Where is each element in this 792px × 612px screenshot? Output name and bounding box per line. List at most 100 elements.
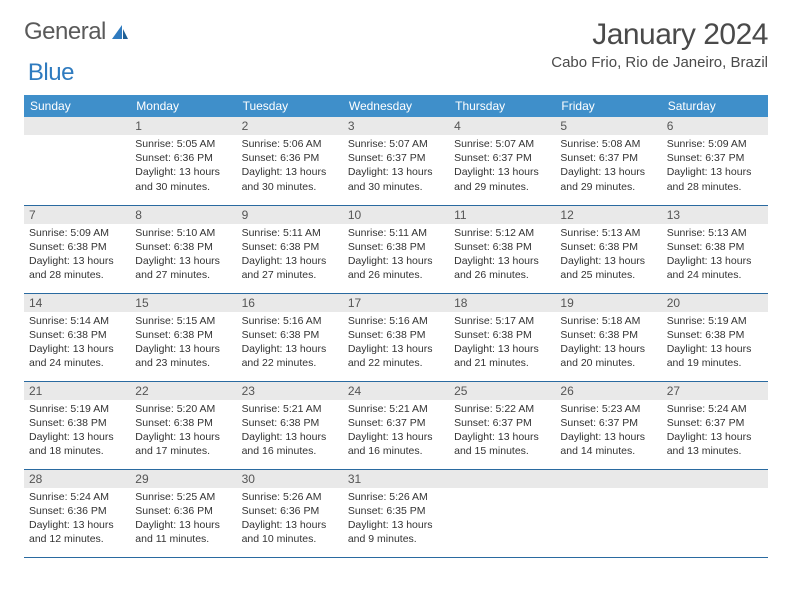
brand-part2: Blue [28, 59, 74, 87]
sunrise-text: Sunrise: 5:11 AM [348, 226, 444, 240]
day-data: Sunrise: 5:20 AMSunset: 6:38 PMDaylight:… [130, 400, 236, 463]
month-title: January 2024 [551, 18, 768, 52]
calendar-table: SundayMondayTuesdayWednesdayThursdayFrid… [24, 95, 768, 558]
sunset-text: Sunset: 6:37 PM [454, 416, 550, 430]
calendar-day-cell: 18Sunrise: 5:17 AMSunset: 6:38 PMDayligh… [449, 293, 555, 381]
daylight-text: Daylight: 13 hours and 9 minutes. [348, 518, 444, 546]
day-data: Sunrise: 5:24 AMSunset: 6:36 PMDaylight:… [24, 488, 130, 551]
day-data: Sunrise: 5:26 AMSunset: 6:35 PMDaylight:… [343, 488, 449, 551]
day-number-empty [449, 470, 555, 488]
sunrise-text: Sunrise: 5:26 AM [242, 490, 338, 504]
calendar-day-cell: 4Sunrise: 5:07 AMSunset: 6:37 PMDaylight… [449, 117, 555, 205]
day-number: 18 [449, 294, 555, 312]
daylight-text: Daylight: 13 hours and 15 minutes. [454, 430, 550, 458]
daylight-text: Daylight: 13 hours and 29 minutes. [454, 165, 550, 193]
day-data: Sunrise: 5:15 AMSunset: 6:38 PMDaylight:… [130, 312, 236, 375]
sunset-text: Sunset: 6:38 PM [242, 416, 338, 430]
sunrise-text: Sunrise: 5:09 AM [667, 137, 763, 151]
brand-logo: General [24, 18, 130, 46]
day-number: 23 [237, 382, 343, 400]
calendar-day-cell [662, 469, 768, 557]
daylight-text: Daylight: 13 hours and 29 minutes. [560, 165, 656, 193]
day-number: 28 [24, 470, 130, 488]
sunset-text: Sunset: 6:36 PM [29, 504, 125, 518]
sunset-text: Sunset: 6:36 PM [242, 504, 338, 518]
day-data: Sunrise: 5:13 AMSunset: 6:38 PMDaylight:… [555, 224, 661, 287]
day-number: 24 [343, 382, 449, 400]
day-data: Sunrise: 5:09 AMSunset: 6:37 PMDaylight:… [662, 135, 768, 198]
calendar-week-row: 21Sunrise: 5:19 AMSunset: 6:38 PMDayligh… [24, 381, 768, 469]
sunset-text: Sunset: 6:38 PM [135, 240, 231, 254]
day-number: 26 [555, 382, 661, 400]
day-number: 13 [662, 206, 768, 224]
day-number: 27 [662, 382, 768, 400]
weekday-header: Thursday [449, 95, 555, 117]
daylight-text: Daylight: 13 hours and 11 minutes. [135, 518, 231, 546]
calendar-day-cell: 16Sunrise: 5:16 AMSunset: 6:38 PMDayligh… [237, 293, 343, 381]
logo-sail-icon [110, 23, 130, 41]
sunset-text: Sunset: 6:38 PM [29, 416, 125, 430]
day-number: 15 [130, 294, 236, 312]
sunrise-text: Sunrise: 5:12 AM [454, 226, 550, 240]
day-number: 5 [555, 117, 661, 135]
calendar-day-cell: 7Sunrise: 5:09 AMSunset: 6:38 PMDaylight… [24, 205, 130, 293]
day-data: Sunrise: 5:12 AMSunset: 6:38 PMDaylight:… [449, 224, 555, 287]
day-number: 12 [555, 206, 661, 224]
sunset-text: Sunset: 6:37 PM [667, 416, 763, 430]
sunset-text: Sunset: 6:38 PM [454, 240, 550, 254]
day-number: 20 [662, 294, 768, 312]
day-number: 9 [237, 206, 343, 224]
calendar-day-cell: 22Sunrise: 5:20 AMSunset: 6:38 PMDayligh… [130, 381, 236, 469]
daylight-text: Daylight: 13 hours and 26 minutes. [348, 254, 444, 282]
sunrise-text: Sunrise: 5:13 AM [560, 226, 656, 240]
calendar-day-cell [555, 469, 661, 557]
sunset-text: Sunset: 6:37 PM [348, 416, 444, 430]
day-number: 21 [24, 382, 130, 400]
weekday-header: Wednesday [343, 95, 449, 117]
calendar-day-cell: 25Sunrise: 5:22 AMSunset: 6:37 PMDayligh… [449, 381, 555, 469]
day-number: 19 [555, 294, 661, 312]
sunrise-text: Sunrise: 5:07 AM [348, 137, 444, 151]
day-data: Sunrise: 5:06 AMSunset: 6:36 PMDaylight:… [237, 135, 343, 198]
sunrise-text: Sunrise: 5:26 AM [348, 490, 444, 504]
day-data: Sunrise: 5:22 AMSunset: 6:37 PMDaylight:… [449, 400, 555, 463]
sunrise-text: Sunrise: 5:25 AM [135, 490, 231, 504]
day-number: 16 [237, 294, 343, 312]
sunrise-text: Sunrise: 5:07 AM [454, 137, 550, 151]
location-text: Cabo Frio, Rio de Janeiro, Brazil [551, 54, 768, 71]
daylight-text: Daylight: 13 hours and 16 minutes. [348, 430, 444, 458]
daylight-text: Daylight: 13 hours and 14 minutes. [560, 430, 656, 458]
sunset-text: Sunset: 6:38 PM [135, 416, 231, 430]
calendar-week-row: 14Sunrise: 5:14 AMSunset: 6:38 PMDayligh… [24, 293, 768, 381]
calendar-day-cell: 29Sunrise: 5:25 AMSunset: 6:36 PMDayligh… [130, 469, 236, 557]
daylight-text: Daylight: 13 hours and 26 minutes. [454, 254, 550, 282]
calendar-header-row: SundayMondayTuesdayWednesdayThursdayFrid… [24, 95, 768, 117]
day-data: Sunrise: 5:07 AMSunset: 6:37 PMDaylight:… [449, 135, 555, 198]
brand-part1: General [24, 18, 106, 46]
day-number: 6 [662, 117, 768, 135]
day-number: 17 [343, 294, 449, 312]
daylight-text: Daylight: 13 hours and 24 minutes. [667, 254, 763, 282]
sunset-text: Sunset: 6:38 PM [348, 328, 444, 342]
daylight-text: Daylight: 13 hours and 20 minutes. [560, 342, 656, 370]
day-number: 29 [130, 470, 236, 488]
calendar-day-cell: 23Sunrise: 5:21 AMSunset: 6:38 PMDayligh… [237, 381, 343, 469]
sunrise-text: Sunrise: 5:11 AM [242, 226, 338, 240]
day-number: 14 [24, 294, 130, 312]
sunrise-text: Sunrise: 5:17 AM [454, 314, 550, 328]
calendar-day-cell: 27Sunrise: 5:24 AMSunset: 6:37 PMDayligh… [662, 381, 768, 469]
daylight-text: Daylight: 13 hours and 22 minutes. [348, 342, 444, 370]
sunrise-text: Sunrise: 5:08 AM [560, 137, 656, 151]
sunset-text: Sunset: 6:38 PM [242, 328, 338, 342]
daylight-text: Daylight: 13 hours and 27 minutes. [135, 254, 231, 282]
calendar-day-cell: 13Sunrise: 5:13 AMSunset: 6:38 PMDayligh… [662, 205, 768, 293]
sunrise-text: Sunrise: 5:15 AM [135, 314, 231, 328]
calendar-week-row: 1Sunrise: 5:05 AMSunset: 6:36 PMDaylight… [24, 117, 768, 205]
sunrise-text: Sunrise: 5:21 AM [348, 402, 444, 416]
sunrise-text: Sunrise: 5:13 AM [667, 226, 763, 240]
daylight-text: Daylight: 13 hours and 13 minutes. [667, 430, 763, 458]
daylight-text: Daylight: 13 hours and 24 minutes. [29, 342, 125, 370]
daylight-text: Daylight: 13 hours and 30 minutes. [242, 165, 338, 193]
sunrise-text: Sunrise: 5:19 AM [667, 314, 763, 328]
sunset-text: Sunset: 6:36 PM [135, 151, 231, 165]
